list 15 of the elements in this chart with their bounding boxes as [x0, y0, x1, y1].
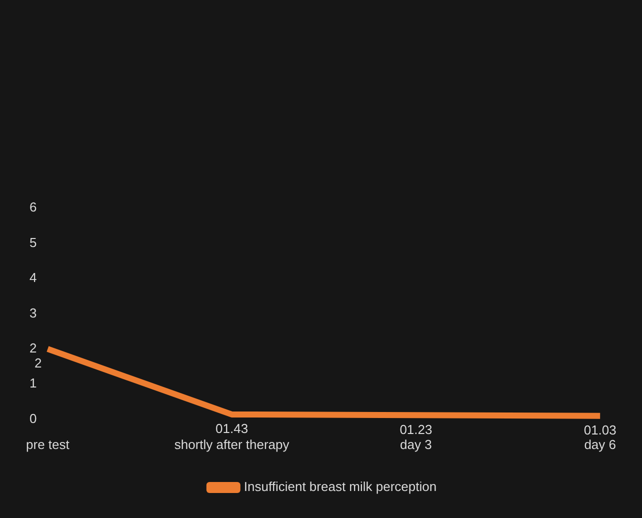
x-tick-label: day 3	[400, 436, 432, 452]
y-tick-label: 2	[29, 340, 37, 356]
annotation: 01.43	[216, 421, 248, 436]
y-tick-label: 4	[29, 270, 37, 286]
y-tick-label: 6	[29, 200, 37, 215]
x-tick-label: shortly after therapy	[174, 436, 290, 452]
y-tick-label: 5	[29, 234, 37, 250]
x-tick-label: pre test	[26, 436, 70, 452]
annotation: 01.23	[400, 422, 432, 437]
x-tick-label: day 6	[584, 436, 616, 452]
y-tick-label: 0	[29, 410, 37, 426]
annotation: 01.03	[584, 422, 616, 438]
y-tick-label: 1	[29, 376, 37, 391]
y-tick-label: 3	[29, 305, 37, 320]
legend-label: Insufficient breast milk perception	[244, 479, 437, 494]
